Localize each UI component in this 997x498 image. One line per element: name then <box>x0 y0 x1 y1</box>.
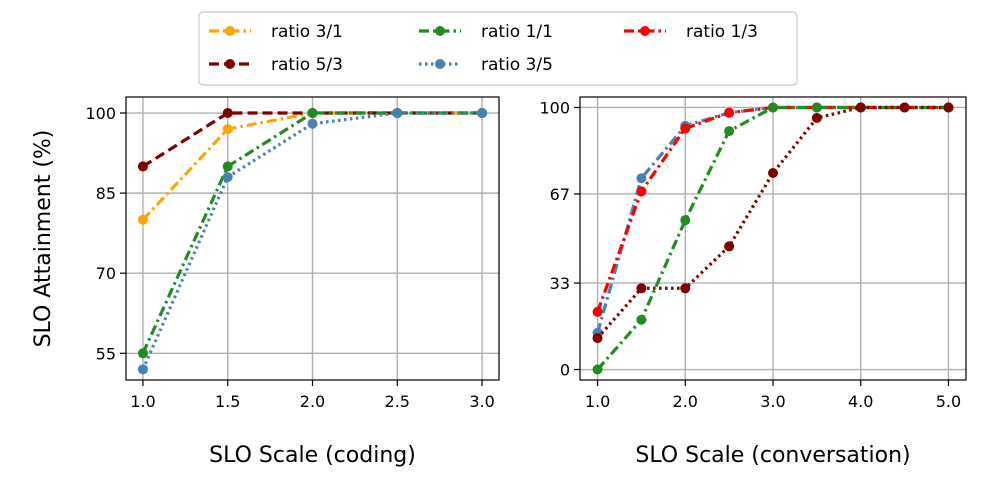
y-axis-label: SLO Attainment (%) <box>31 130 56 348</box>
legend-swatch-marker <box>640 26 650 36</box>
data-point <box>636 283 647 294</box>
x-tick-label: 1.0 <box>585 392 610 411</box>
legend-swatch-marker <box>225 59 235 69</box>
data-point <box>680 123 691 134</box>
data-point <box>636 314 647 325</box>
y-tick-label: 100 <box>539 98 570 117</box>
legend-swatch-marker <box>435 26 445 36</box>
data-point <box>680 283 691 294</box>
data-point <box>768 102 778 113</box>
x-tick-label: 2.0 <box>673 392 698 411</box>
legend-swatch-marker <box>435 59 445 69</box>
series-line-ratio-1-1 <box>141 111 483 354</box>
legend-label: ratio 1/1 <box>481 22 553 42</box>
y-tick-label: 67 <box>550 185 570 204</box>
x-tick-label: 1.5 <box>215 392 240 411</box>
data-point <box>137 214 148 225</box>
legend-swatch-marker <box>225 26 235 36</box>
legend-label: ratio 1/3 <box>686 22 758 42</box>
data-point <box>724 107 735 118</box>
y-tick-label: 33 <box>550 274 570 293</box>
x-tick-label: 4.0 <box>848 392 873 411</box>
series-line-ratio-1-1 <box>596 105 949 371</box>
data-point <box>811 112 822 123</box>
y-tick-label: 70 <box>96 264 116 283</box>
data-point <box>943 102 954 113</box>
y-tick-label: 55 <box>96 344 116 363</box>
data-point <box>222 108 233 119</box>
data-point <box>592 364 603 375</box>
chart-coding: 1.0 1.5 2.0 2.5 3.0 55 70 85 100 SLO Scale (codin… <box>31 96 500 468</box>
legend-label: ratio 5/3 <box>271 55 343 75</box>
data-point <box>724 241 735 252</box>
data-point <box>307 118 318 129</box>
data-point <box>636 186 647 197</box>
x-tick-label: 3.0 <box>760 392 785 411</box>
data-point <box>592 306 603 317</box>
data-point <box>592 333 603 344</box>
x-axis-label: SLO Scale (conversation) <box>635 443 910 468</box>
y-tick-label: 0 <box>560 361 570 380</box>
y-tick-label: 100 <box>85 104 116 123</box>
x-tick-label: 5.0 <box>936 392 961 411</box>
y-tick-label: 85 <box>96 184 116 203</box>
data-point <box>811 102 822 113</box>
data-point <box>307 108 318 119</box>
data-point <box>222 161 233 172</box>
data-point <box>768 167 778 178</box>
data-point <box>137 364 148 375</box>
data-point <box>222 124 233 135</box>
legend-label: ratio 3/1 <box>271 22 343 42</box>
data-point <box>137 348 148 359</box>
x-tick-label: 1.0 <box>130 392 155 411</box>
data-point <box>855 102 866 113</box>
data-point <box>222 172 233 183</box>
legend: ratio 3/1 ratio 5/3 ratio 1/1 ratio 3/5 rati… <box>198 11 798 86</box>
data-point <box>477 108 488 119</box>
x-tick-label: 2.0 <box>300 392 325 411</box>
data-point <box>899 102 910 113</box>
data-point <box>392 108 403 119</box>
data-point <box>137 161 148 172</box>
series-line-ratio-3-5 <box>141 111 483 370</box>
legend-label: ratio 3/5 <box>481 55 553 75</box>
x-axis-label: SLO Scale (coding) <box>209 443 416 468</box>
x-tick-label: 2.5 <box>385 392 410 411</box>
x-tick-label: 3.0 <box>469 392 494 411</box>
data-point <box>636 173 647 184</box>
chart-conversation: 1.0 2.0 3.0 4.0 5.0 0 33 67 100 SLO Scale (conver… <box>539 96 967 468</box>
data-point <box>680 215 691 226</box>
data-point <box>724 126 735 137</box>
